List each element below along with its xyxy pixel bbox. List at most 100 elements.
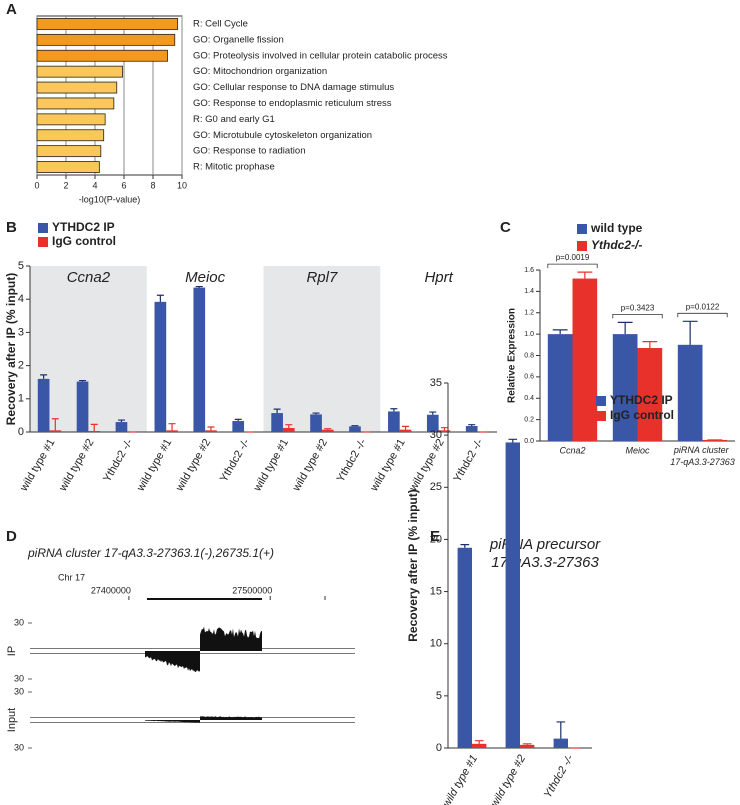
bar <box>36 113 106 126</box>
category-label: GO: Microtubule cytoskeleton organizatio… <box>193 130 372 141</box>
category-label: GO: Cellular response to DNA damage stim… <box>193 82 394 93</box>
y-tick-label: 2 <box>18 360 24 372</box>
category-label: R: Cell Cycle <box>193 18 248 29</box>
x-tick-label: Ythdc2 -/- <box>101 437 135 485</box>
error-bar <box>79 379 87 382</box>
significance-bracket <box>677 312 728 318</box>
error-bar <box>460 544 470 548</box>
x-tick-label: 6 <box>121 180 126 190</box>
error-bar <box>324 428 332 430</box>
bar <box>36 81 118 94</box>
legend-swatch <box>38 237 48 247</box>
track-scale: 30 <box>14 686 24 696</box>
bar <box>472 743 487 748</box>
y-tick-label: 30 <box>430 429 442 441</box>
x-tick-label: wild type #1 <box>134 437 174 494</box>
x-tick-label: wild type #1 <box>251 437 291 494</box>
bar <box>677 344 703 441</box>
bar <box>637 348 663 441</box>
panel-letter: C <box>500 219 511 236</box>
bar <box>36 129 105 142</box>
chromosome-label: Chr 17 <box>58 572 85 582</box>
panel-letter: A <box>6 1 17 18</box>
bar <box>553 738 568 748</box>
x-tick-label: wild type #2 <box>489 753 528 805</box>
group-shade <box>263 266 381 432</box>
y-tick-label: 1.0 <box>524 331 534 338</box>
y-axis-label: Recovery after IP (% input) <box>406 489 420 641</box>
bar <box>154 301 167 432</box>
x-tick-label: wild type #2 <box>290 437 330 494</box>
y-tick-label: 1 <box>18 393 24 405</box>
error-bar <box>40 374 48 379</box>
x-tick-label: wild type #1 <box>368 437 408 494</box>
error-bar <box>468 424 476 427</box>
y-tick-label: 1.2 <box>524 310 534 317</box>
legend-swatch <box>38 223 48 233</box>
error-bar <box>285 424 293 429</box>
error-bar <box>168 423 176 431</box>
track-name: Input <box>6 708 18 732</box>
y-axis-label: Relative Expression <box>507 308 518 403</box>
y-axis-label: Recovery after IP (% input) <box>4 273 18 425</box>
x-tick-label: piRNA cluster 17-qA3.3-27363 <box>670 445 735 467</box>
y-tick-label: 0.2 <box>524 416 534 423</box>
category-label: GO: Response to radiation <box>193 146 305 157</box>
x-axis-label: -log10(P-value) <box>79 194 141 204</box>
x-tick-label: wild type #2 <box>173 437 213 494</box>
bar <box>426 414 439 432</box>
track-scale: 30 <box>14 673 24 683</box>
group-label: Ccna2 <box>67 269 111 286</box>
error-bar <box>682 320 698 345</box>
y-tick-label: 0.0 <box>524 438 534 445</box>
y-tick-label: 25 <box>430 481 442 493</box>
significance-bracket <box>547 263 598 269</box>
bar <box>115 422 128 432</box>
legend-swatch <box>596 396 606 406</box>
coordinate-label: 27400000 <box>91 585 131 595</box>
x-tick-label: 8 <box>150 180 155 190</box>
x-tick-label: 10 <box>177 180 187 190</box>
category-label: R: Mitotic prophase <box>193 162 275 173</box>
track-title: piRNA cluster 17-qA3.3-27363.1(-),26735.… <box>27 546 274 560</box>
x-tick-label: 0 <box>34 180 39 190</box>
error-bar <box>402 425 410 430</box>
legend-label: Ythdc2-/- <box>591 238 642 252</box>
category-label: GO: Proteolysis involved in cellular pro… <box>193 50 448 61</box>
bar <box>399 429 412 432</box>
category-label: GO: Mitochondrion organization <box>193 66 327 77</box>
error-bar <box>508 438 518 443</box>
bar <box>282 428 295 432</box>
y-tick-label: 1.6 <box>524 267 534 274</box>
signal <box>145 716 262 723</box>
panel-letter: E <box>430 528 440 545</box>
bar <box>193 287 206 432</box>
bar <box>88 431 101 432</box>
bar <box>166 430 178 432</box>
track-name: IP <box>6 646 18 656</box>
bar <box>438 430 451 432</box>
legend-label: IgG control <box>52 234 116 248</box>
bar <box>310 414 322 432</box>
category-label: GO: Organelle fission <box>193 34 284 45</box>
legend-label: IgG control <box>610 408 674 422</box>
legend-swatch <box>577 224 587 234</box>
error-bar <box>474 740 484 744</box>
x-tick-label: Ythdc2 -/- <box>451 437 485 485</box>
error-bar <box>273 408 281 414</box>
x-tick-label: wild type #2 <box>57 437 97 494</box>
bar <box>36 161 100 173</box>
category-label: GO: Response to endoplasmic reticulum st… <box>193 98 392 109</box>
bar <box>76 381 89 432</box>
legend-label: YTHDC2 IP <box>610 393 673 407</box>
y-tick-label: 15 <box>430 585 442 597</box>
y-tick-label: 35 <box>430 377 442 389</box>
error-bar <box>577 271 593 279</box>
error-bar <box>351 425 359 427</box>
legend-swatch <box>577 241 587 251</box>
bar <box>232 421 245 432</box>
y-tick-label: 0.6 <box>524 374 534 381</box>
bar <box>612 334 638 441</box>
p-value: p=0.3423 <box>621 303 655 312</box>
y-tick-label: 0 <box>18 426 24 438</box>
